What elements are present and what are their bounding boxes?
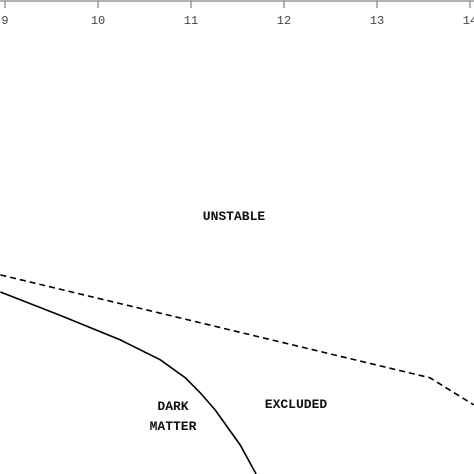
- line-series: [0, 274, 474, 406]
- line-series: [0, 291, 257, 474]
- annotation: UNSTABLE: [203, 209, 266, 224]
- annotation: MATTER: [150, 419, 197, 434]
- x-tick-label: 9: [1, 14, 8, 28]
- x-tick-label: 14: [463, 14, 474, 28]
- x-tick-label: 10: [91, 14, 105, 28]
- annotation: EXCLUDED: [265, 397, 328, 412]
- x-tick-label: 11: [184, 14, 198, 28]
- x-tick-label: 12: [277, 14, 291, 28]
- annotation: DARK: [157, 399, 188, 414]
- x-tick-label: 13: [370, 14, 384, 28]
